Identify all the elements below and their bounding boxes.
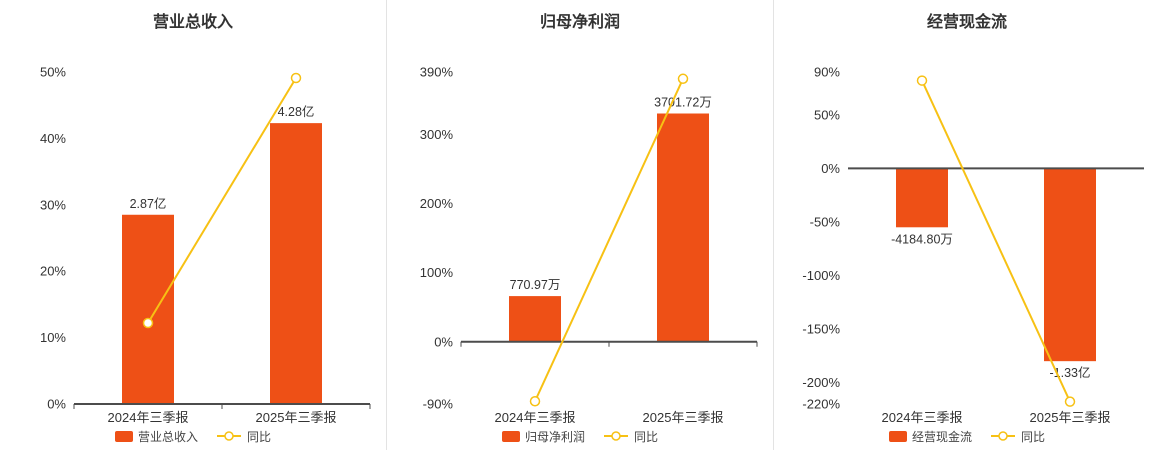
trend-point bbox=[290, 72, 302, 84]
chart-legend: 经营现金流 同比 bbox=[774, 426, 1160, 446]
trend-line bbox=[147, 77, 297, 324]
chart-canvas-operating-revenue: 50% 40% 30% 20% 10% 0% 2.87亿 4.28亿 2024年三季报 2025年… bbox=[40, 65, 371, 424]
trend-point bbox=[916, 75, 928, 86]
bar bbox=[657, 113, 709, 342]
chart-title: 归母净利润 bbox=[539, 14, 620, 31]
legend-item-bar-series[interactable]: 归母净利润 bbox=[501, 428, 585, 445]
y-tick-label: 0% bbox=[47, 397, 66, 412]
y-tick-label: 100% bbox=[420, 265, 454, 280]
x-category-label: 2024年三季报 bbox=[882, 410, 963, 424]
bar-value-label: 770.97万 bbox=[510, 278, 561, 292]
legend-item-line-series[interactable]: 同比 bbox=[216, 428, 271, 445]
chart-legend: 营业总收入 同比 bbox=[0, 426, 386, 446]
chart-canvas-net-profit: 390% 300% 200% 100% 0% -90% 770.97万 3701.72万 202… bbox=[420, 65, 758, 424]
bar-value-label: -4184.80万 bbox=[891, 232, 953, 246]
chart-panel-operating-revenue: 营业总收入 50% 40% 30% 20% 10% 0% 2.87亿 4.28亿 2024年三季… bbox=[0, 0, 386, 450]
bar bbox=[270, 123, 322, 405]
bar-value-label: 3701.72万 bbox=[654, 96, 712, 110]
bar bbox=[896, 168, 948, 228]
y-tick-label: 300% bbox=[420, 127, 454, 142]
y-tick-label: 10% bbox=[40, 330, 66, 345]
trend-point bbox=[1064, 396, 1076, 407]
bar-value-label: 2.87亿 bbox=[130, 196, 167, 211]
legend-item-line-series[interactable]: 同比 bbox=[990, 428, 1045, 445]
bar-value-label: -1.33亿 bbox=[1050, 365, 1091, 380]
y-tick-label: 40% bbox=[40, 131, 66, 146]
bar-series-swatch-icon bbox=[888, 430, 907, 442]
legend-label: 经营现金流 bbox=[911, 429, 972, 444]
y-tick-label: 50% bbox=[40, 65, 66, 80]
legend-label: 同比 bbox=[247, 429, 272, 444]
trend-point bbox=[142, 317, 154, 329]
y-tick-label: 0% bbox=[821, 161, 840, 176]
line-series-marker-icon bbox=[604, 431, 628, 441]
trend-point bbox=[677, 73, 689, 85]
bar-series-swatch-icon bbox=[501, 430, 520, 442]
trend-line bbox=[534, 78, 684, 402]
chart-canvas-operating-cash-flow: 90% 50% 0% -50% -100% -150% -200% -220% -4184.80… bbox=[802, 65, 1144, 424]
legend-label: 同比 bbox=[634, 429, 659, 444]
y-tick-label: 90% bbox=[814, 65, 840, 80]
y-tick-label: 0% bbox=[434, 334, 453, 349]
y-tick-label: 50% bbox=[814, 107, 840, 122]
y-tick-label: 30% bbox=[40, 197, 66, 212]
legend-item-line-series[interactable]: 同比 bbox=[603, 428, 658, 445]
chart-title: 经营现金流 bbox=[926, 14, 1007, 31]
trend-point bbox=[529, 395, 541, 407]
y-tick-label: 200% bbox=[420, 196, 454, 211]
line-series-marker-icon bbox=[991, 431, 1015, 441]
chart-panel-net-profit: 归母净利润 390% 300% 200% 100% 0% -90% 770.97万 3701.… bbox=[386, 0, 773, 450]
legend-label: 营业总收入 bbox=[137, 429, 198, 444]
bar bbox=[122, 214, 174, 404]
bar bbox=[1044, 168, 1096, 362]
bar-series-swatch-icon bbox=[114, 430, 133, 442]
x-category-label: 2025年三季报 bbox=[256, 410, 337, 424]
x-category-label: 2025年三季报 bbox=[643, 410, 724, 424]
legend-item-bar-series[interactable]: 营业总收入 bbox=[114, 428, 198, 445]
chart-panel-operating-cash-flow: 经营现金流 90% 50% 0% -50% -100% -150% -200% -220% -4… bbox=[773, 0, 1160, 450]
y-tick-label: 390% bbox=[420, 65, 454, 80]
y-tick-label: -200% bbox=[802, 375, 840, 390]
y-tick-label: -100% bbox=[802, 268, 840, 283]
legend-label: 同比 bbox=[1021, 429, 1046, 444]
bar bbox=[509, 296, 561, 342]
y-tick-label: -150% bbox=[802, 322, 840, 337]
legend-label: 归母净利润 bbox=[524, 429, 585, 444]
x-category-label: 2025年三季报 bbox=[1030, 410, 1111, 424]
line-series-marker-icon bbox=[217, 431, 241, 441]
chart-title: 营业总收入 bbox=[152, 14, 233, 31]
y-tick-label: -90% bbox=[423, 397, 454, 412]
bar-value-label: 4.28亿 bbox=[278, 104, 315, 119]
legend-item-bar-series[interactable]: 经营现金流 bbox=[888, 428, 972, 445]
y-tick-label: -220% bbox=[802, 397, 840, 412]
chart-legend: 归母净利润 同比 bbox=[387, 426, 773, 446]
y-tick-label: -50% bbox=[810, 214, 841, 229]
x-category-label: 2024年三季报 bbox=[495, 410, 576, 424]
x-category-label: 2024年三季报 bbox=[108, 410, 189, 424]
trend-line bbox=[921, 80, 1071, 403]
y-tick-label: 20% bbox=[40, 264, 66, 279]
